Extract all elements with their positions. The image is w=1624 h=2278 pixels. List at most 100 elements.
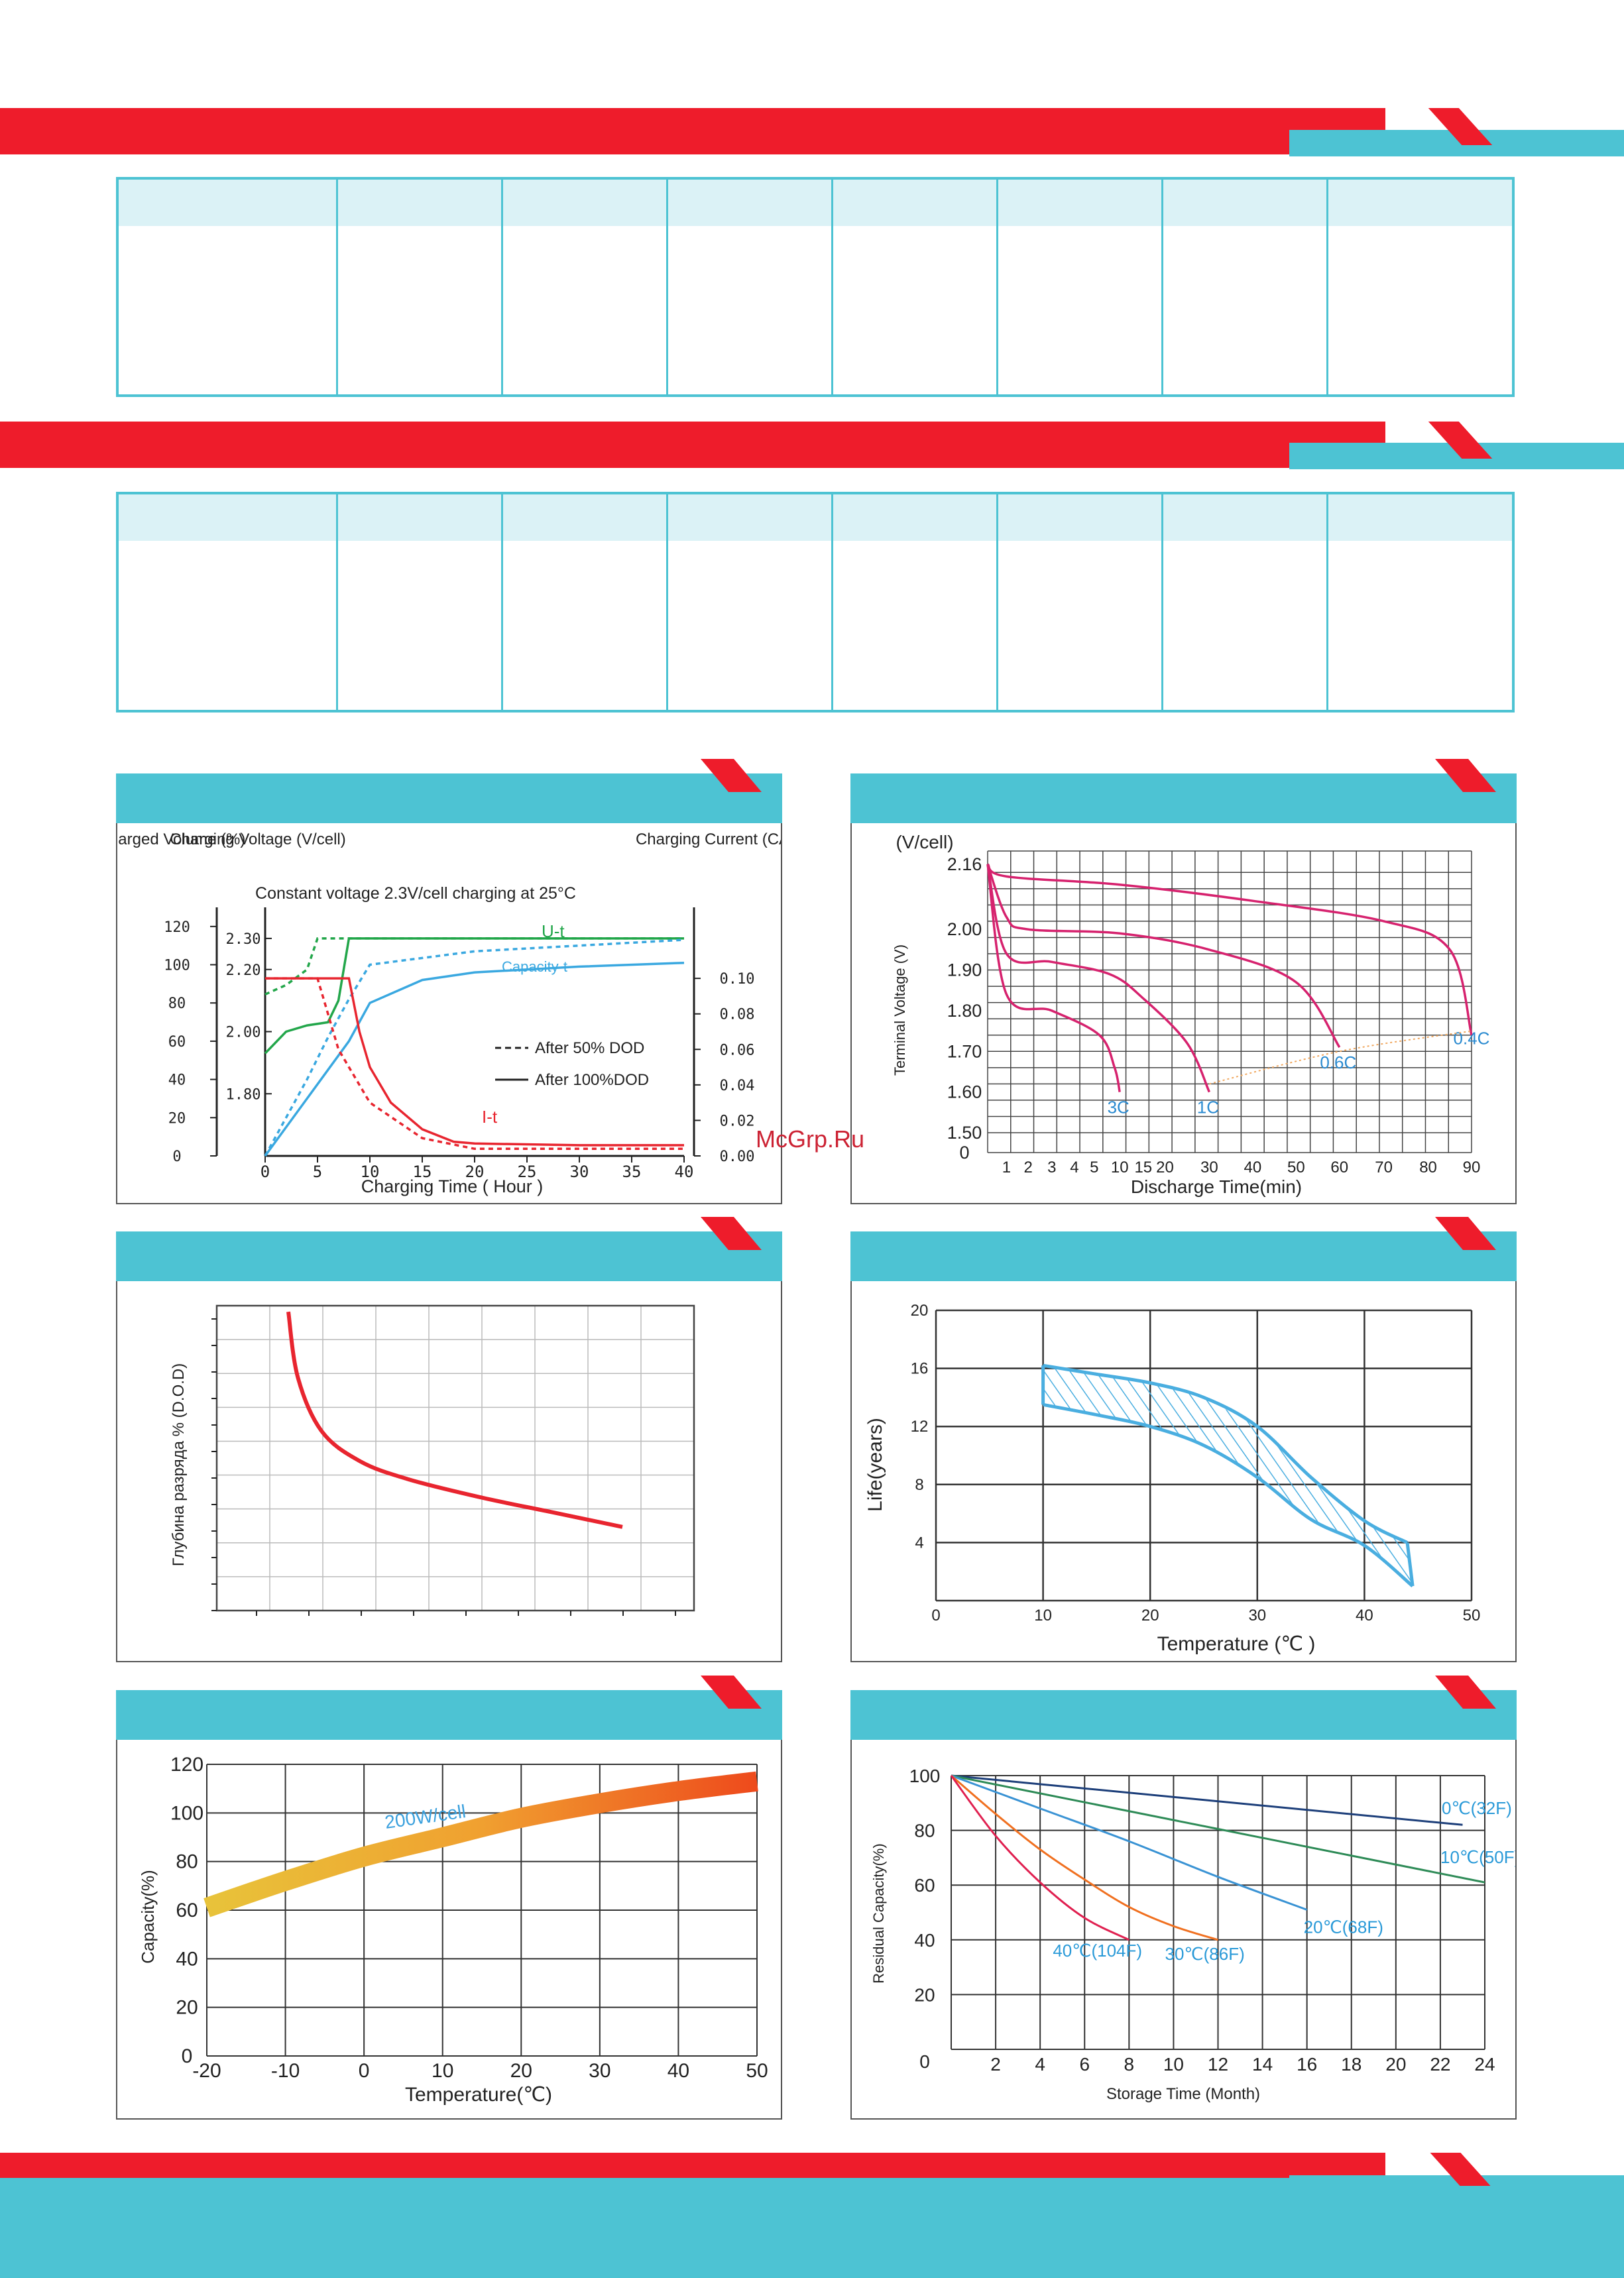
volume-tick-label: 40 [168, 1072, 186, 1089]
life-band-fill [1043, 1365, 1413, 1587]
series-1C [986, 864, 1210, 1093]
series-capacity-t-dashed [264, 939, 685, 1157]
y-tick-label: 100 [909, 1766, 941, 1786]
label-charged-volume: Charged Volume (%) [117, 830, 245, 848]
x-tick-label: 50 [1287, 1159, 1305, 1176]
x-tick-label: 4 [1070, 1159, 1078, 1176]
x-tick-label: 10 [1163, 2054, 1184, 2075]
top-red-band [0, 108, 1385, 154]
y-tick-label: 60 [914, 1875, 935, 1896]
x-tick-label: 20 [1385, 2054, 1406, 2075]
chart-residual: Residual Capacity(%) Storage Time (Month… [870, 1766, 1515, 2103]
cap-ylabel: Capacity(%) [138, 1870, 158, 1964]
y-tick-label: 0 [959, 1143, 969, 1163]
discharge-unit: (V/cell) [896, 832, 953, 852]
bottom-cyan-band [0, 2178, 1624, 2278]
label-u-t: U-t [542, 921, 565, 941]
series-capacity-band [203, 1771, 758, 1917]
y-tick-label: 1.50 [947, 1123, 982, 1143]
series-label-1C: 1C [1197, 1098, 1219, 1117]
chart-dod: Глубина разряда % (D.O.D) [170, 1304, 695, 1616]
x-tick-label: 18 [1341, 2054, 1362, 2075]
y-tick-label: 1.90 [947, 960, 982, 980]
y-tick-label: 1.60 [947, 1082, 982, 1102]
x-tick-label: 5 [1090, 1159, 1098, 1176]
x-tick-label: 60 [1330, 1159, 1348, 1176]
voltage-tick-label: 2.20 [226, 962, 261, 979]
y-tick-label: 16 [911, 1360, 929, 1378]
y-tick-label: 80 [176, 1851, 198, 1873]
x-tick-label: 24 [1474, 2054, 1495, 2075]
volume-tick-label: 120 [164, 919, 190, 936]
series-label-40-104F-: 40℃(104F) [1053, 1941, 1142, 1961]
x-tick-label: 10 [1034, 1607, 1052, 1624]
x-tick-label: 35 [622, 1163, 642, 1181]
x-tick-label: 10 [432, 2060, 453, 2082]
volume-tick-label: 0 [172, 1149, 181, 1165]
y-tick-label: 100 [170, 1802, 203, 1824]
life-xlabel: Temperature (℃ ) [1157, 1633, 1316, 1655]
spec-table-2 [116, 492, 1515, 712]
current-tick-label: 0.08 [720, 1007, 755, 1023]
res-ylabel: Residual Capacity(%) [870, 1843, 887, 1984]
x-tick-label: 30 [589, 2060, 610, 2082]
y-tick-label: 20 [176, 1997, 198, 2019]
y-tick-label: 0 [919, 2051, 930, 2072]
voltage-tick-label: 2.30 [226, 931, 261, 948]
series-30-86F- [951, 1774, 1218, 1941]
label-charging-voltage: Charging Voltage (V/cell) [170, 830, 345, 848]
y-tick-label: 12 [911, 1418, 929, 1436]
dod-ylabel: Глубина разряда % (D.O.D) [170, 1363, 188, 1567]
life-ylabel: Life(years) [864, 1418, 886, 1512]
x-tick-label: 80 [1419, 1159, 1437, 1176]
x-tick-label: 0 [359, 2060, 370, 2082]
x-tick-label: 50 [1463, 1607, 1481, 1624]
label-capacity-t: Capacity-t [502, 958, 567, 975]
series-u-t-dashed [264, 937, 684, 996]
series-u-t-solid [264, 937, 684, 1054]
series-label-0-4C: 0.4C [1454, 1029, 1490, 1049]
x-tick-label: 10 [361, 1163, 380, 1181]
res-xlabel: Storage Time (Month) [1106, 2085, 1260, 2103]
bottom-red-band [0, 2153, 1385, 2179]
series-i-t-solid [265, 977, 684, 1147]
watermark: McGrp.Ru [756, 1125, 865, 1153]
x-tick-label: 1 [1002, 1159, 1011, 1176]
x-tick-label: 30 [1248, 1607, 1266, 1624]
series-dod [286, 1311, 623, 1529]
x-tick-label: 20 [465, 1163, 485, 1181]
y-tick-label: 20 [911, 1302, 929, 1320]
chart-discharge: (V/cell) Terminal Voltage (V) Discharge … [892, 832, 1490, 1197]
series-label-3C: 3C [1108, 1098, 1130, 1117]
mid-red-band [0, 422, 1385, 468]
x-tick-label: 20 [1156, 1159, 1174, 1176]
y-tick-label: 2.00 [947, 919, 982, 939]
x-tick-label: 4 [1035, 2054, 1045, 2075]
spec-table-2-header [119, 494, 1512, 541]
x-tick-label: 90 [1463, 1159, 1481, 1176]
series-10-50F- [951, 1774, 1485, 1884]
series-life-lower [1043, 1402, 1414, 1588]
x-tick-label: 5 [313, 1163, 322, 1181]
x-tick-label: 40 [667, 2060, 689, 2082]
voltage-tick-label: 1.80 [226, 1086, 261, 1103]
panel-discharge-header [850, 773, 1517, 823]
x-tick-label: 0 [931, 1607, 940, 1624]
x-tick-label: 8 [1124, 2054, 1135, 2075]
x-tick-label: 0 [261, 1163, 270, 1181]
x-tick-label: 16 [1297, 2054, 1317, 2075]
series-0-6C [986, 864, 1341, 1049]
discharge-ylabel: Terminal Voltage (V) [892, 944, 908, 1076]
voltage-tick-label: 2.00 [226, 1025, 261, 1041]
panel-capacity-temp-header [116, 1690, 782, 1740]
legend-solid: After 100%DOD [535, 1071, 649, 1089]
y-tick-label: 60 [176, 1900, 198, 1921]
x-tick-label: 40 [1244, 1159, 1262, 1176]
x-tick-label: 40 [1356, 1607, 1373, 1624]
series-life-upper [1043, 1363, 1409, 1544]
spec-table-1 [116, 177, 1515, 397]
x-tick-label: 10 [1111, 1159, 1129, 1176]
y-tick-label: 1.80 [947, 1001, 982, 1021]
y-tick-label: 20 [914, 1984, 935, 2005]
chart-charging: Charged Volume (%) Charging Voltage (V/c… [117, 830, 781, 1196]
